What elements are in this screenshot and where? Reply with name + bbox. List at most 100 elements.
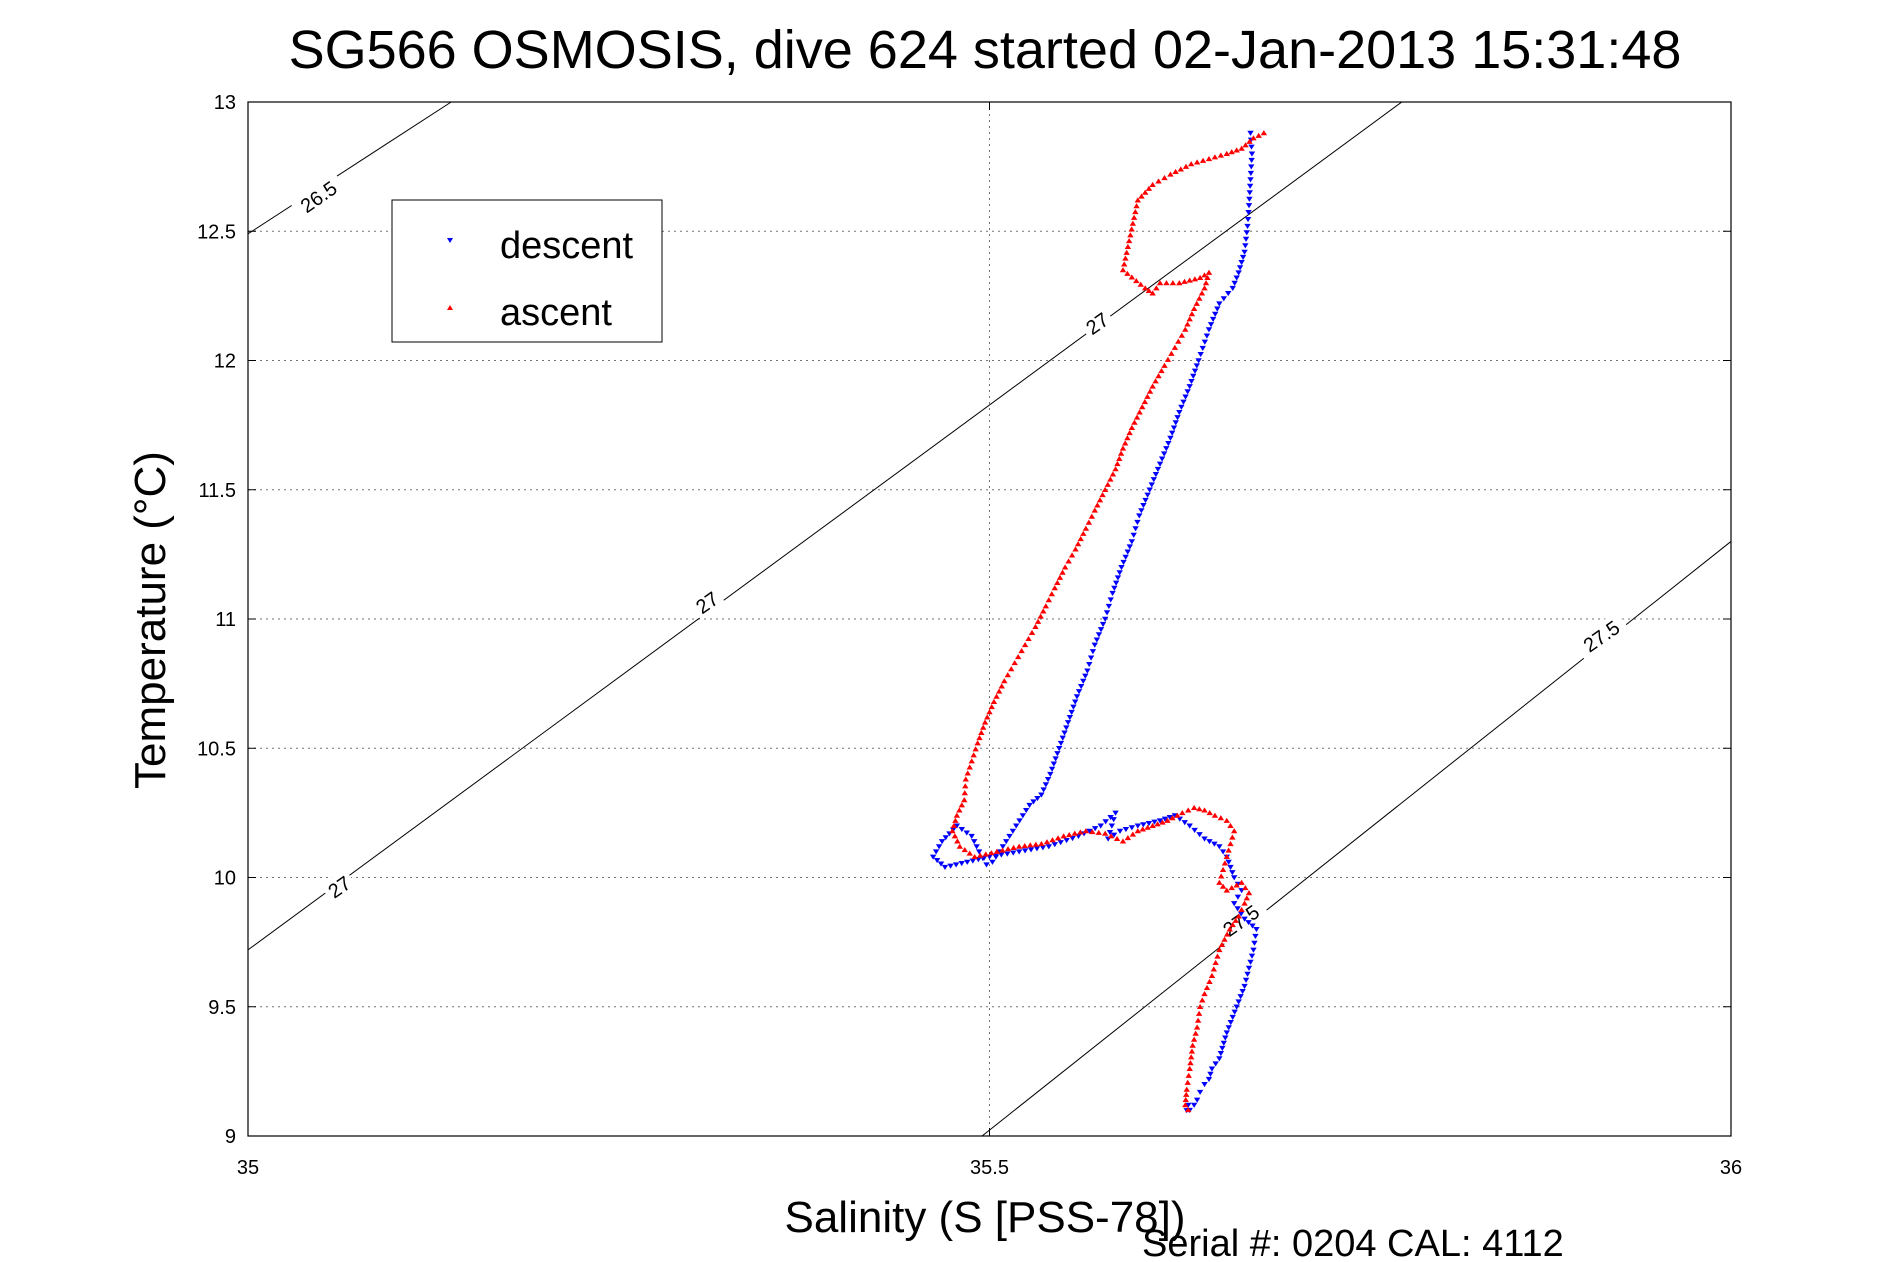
descent-point (1140, 503, 1147, 509)
descent-point (1244, 971, 1251, 977)
ascent-point (966, 850, 973, 856)
ascent-point (1137, 281, 1144, 287)
ascent-point (1217, 152, 1225, 158)
ascent-point (1155, 373, 1162, 379)
descent-point (964, 859, 971, 865)
ascent-point (1201, 990, 1208, 997)
descent-point (1138, 508, 1145, 514)
descent-point (1235, 999, 1242, 1005)
ascent-point (1127, 232, 1134, 238)
ascent-point (1202, 280, 1210, 286)
ascent-point (1190, 305, 1198, 312)
ascent-point (1216, 947, 1223, 953)
descent-point (1161, 816, 1169, 822)
descent-point (973, 844, 980, 850)
ascent-point (1121, 261, 1128, 267)
descent-point (1186, 823, 1193, 829)
ascent-point (1182, 1102, 1189, 1108)
ascent-point (982, 851, 989, 857)
descent-point (1120, 559, 1127, 566)
descent-point (1167, 435, 1174, 441)
descent-point (947, 863, 954, 869)
ascent-point (1116, 455, 1123, 461)
descent-point (1030, 799, 1037, 805)
descent-point (1086, 661, 1093, 668)
ascent-point (1161, 174, 1168, 181)
ascent-point (1014, 654, 1022, 660)
descent-point (1070, 704, 1077, 710)
descent-point (1248, 151, 1256, 157)
descent-point (1064, 720, 1072, 726)
descent-point (1130, 532, 1137, 538)
ascent-point (1043, 839, 1051, 845)
descent-point (1093, 637, 1101, 643)
ascent-point (1218, 873, 1225, 879)
descent-point (1027, 847, 1035, 853)
ascent-point (1068, 552, 1076, 558)
descent-point (969, 858, 977, 864)
descent-point (1016, 818, 1023, 824)
ascent-point (1101, 830, 1109, 836)
ascent-point (1164, 817, 1171, 823)
ascent-point (1011, 660, 1018, 666)
descent-point (1176, 409, 1183, 416)
descent-point (1181, 820, 1188, 826)
descent-point (1010, 850, 1017, 856)
descent-point (1128, 825, 1136, 831)
ascent-point (1119, 838, 1127, 844)
descent-point (1097, 627, 1105, 633)
ascent-point (1124, 834, 1132, 841)
ascent-point (1192, 1030, 1199, 1036)
ascent-point (1227, 841, 1234, 847)
descent-point (1212, 311, 1219, 317)
ascent-point (1183, 1091, 1190, 1097)
ascent-point (1181, 278, 1188, 284)
descent-point (1191, 368, 1199, 374)
ascent-point (968, 758, 975, 764)
descent-point (1174, 415, 1181, 421)
descent-point (1248, 157, 1255, 164)
ascent-point (1138, 193, 1145, 199)
ascent-point (981, 719, 989, 725)
descent-point (1201, 339, 1209, 345)
descent-point (1248, 144, 1255, 150)
legend-box (391, 199, 663, 343)
descent-point (1248, 164, 1255, 170)
ascent-point (1217, 815, 1225, 821)
descent-point (1236, 265, 1244, 271)
descent-point (1231, 280, 1238, 286)
descent-point (963, 830, 970, 836)
ascent-point (1214, 953, 1221, 959)
ascent-point (1199, 997, 1206, 1003)
isopycnal-label-bg (1572, 610, 1630, 660)
descent-point (1238, 260, 1245, 266)
ascent-point (1126, 430, 1133, 436)
descent-point (1056, 746, 1063, 752)
ascent-point (1233, 882, 1240, 888)
descent-point (1244, 223, 1251, 229)
ascent-point (1119, 445, 1127, 451)
ascent-point (1091, 507, 1098, 513)
ascent-point (1010, 844, 1017, 851)
descent-point (1108, 823, 1116, 829)
descent-point (1097, 823, 1104, 829)
ascent-point (1094, 502, 1101, 508)
ascent-point (1185, 1107, 1192, 1113)
descent-point (1145, 820, 1153, 827)
descent-point (1156, 461, 1164, 467)
descent-point (1004, 851, 1011, 857)
ascent-point (993, 848, 1001, 854)
x-tick-label: 36 (1720, 1157, 1742, 1179)
descent-point (1244, 216, 1252, 223)
ascent-point (1144, 393, 1151, 399)
ascent-point (998, 683, 1005, 689)
ascent-point (1184, 321, 1191, 327)
ascent-point (1122, 255, 1129, 261)
ascent-point (1184, 1079, 1191, 1085)
ascent-point (1206, 978, 1213, 985)
ascent-point (1228, 149, 1235, 155)
descent-point (1201, 1082, 1208, 1088)
descent-point (1250, 947, 1257, 953)
descent-point (1249, 923, 1256, 929)
descent-point (1040, 787, 1047, 793)
